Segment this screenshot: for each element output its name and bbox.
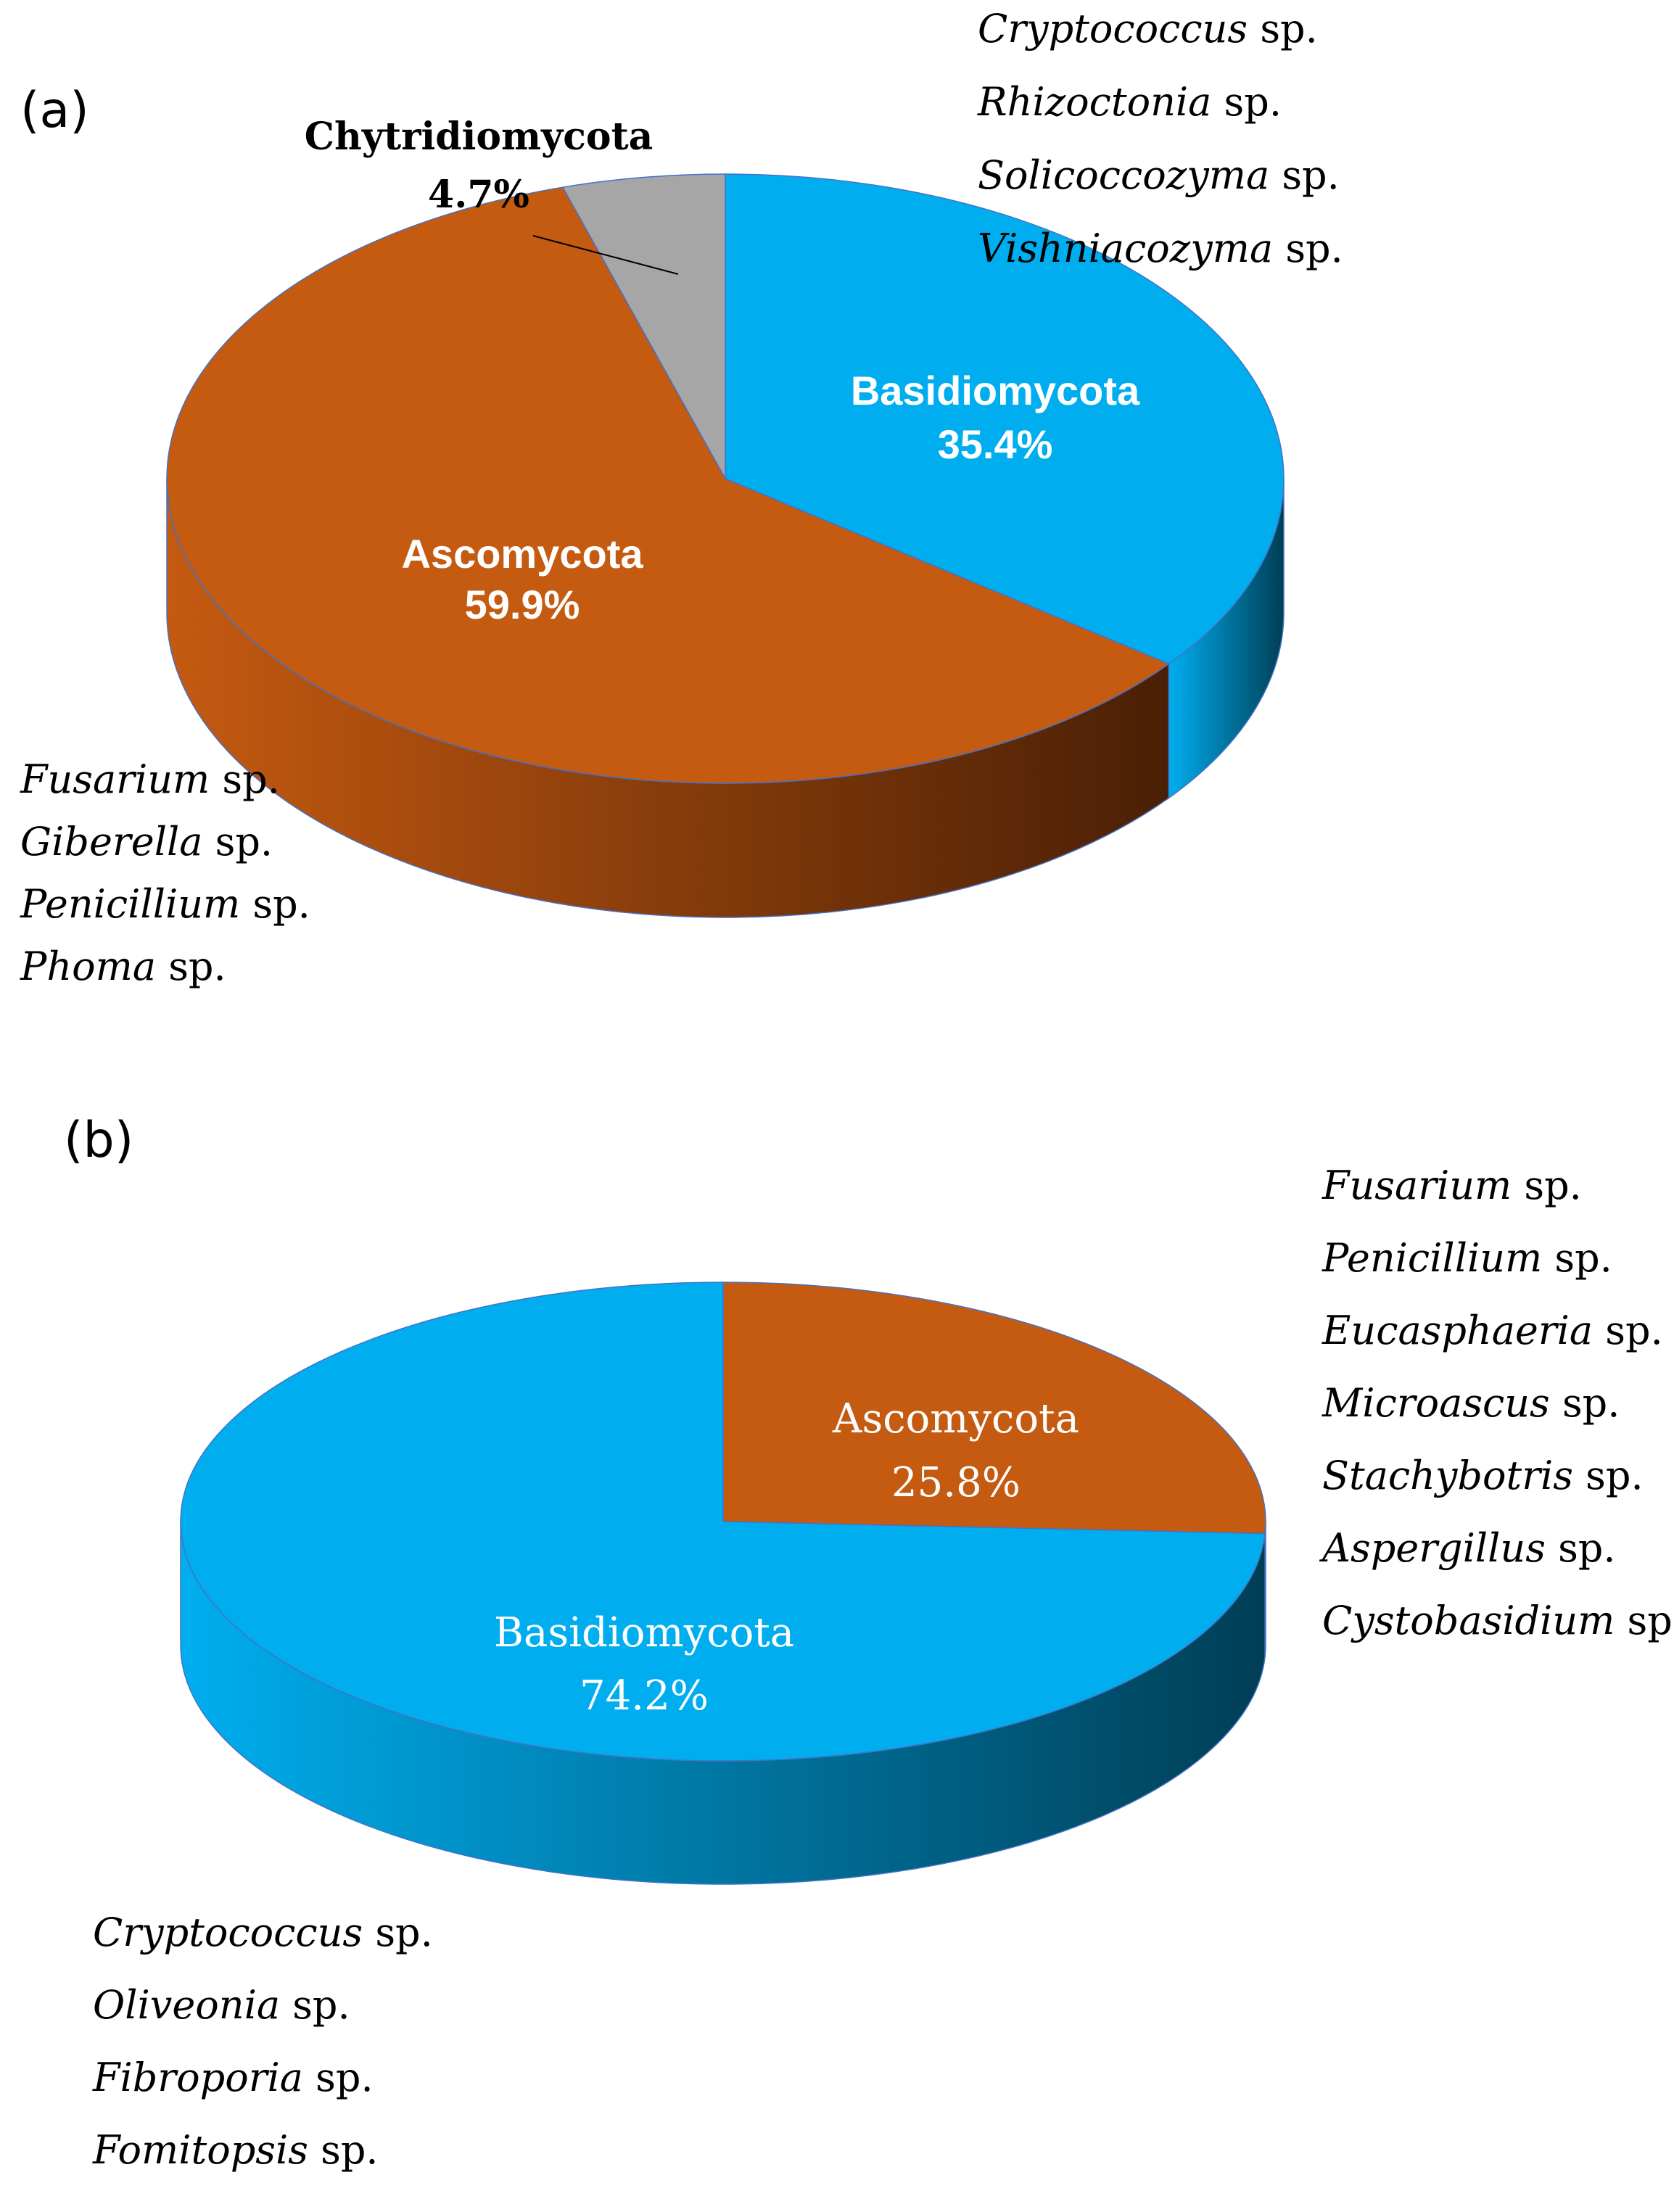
pie-slice-chytridiomycota [561,173,726,481]
species-suffix: sp. [1573,1453,1644,1498]
species-genus: Vishniacozyma [978,226,1273,271]
pie-chart-a: (a) Basidiomycota 35.4% Ascomycota 59.9% Chyt… [20,6,1343,989]
species-genus: Rhizoctonia [977,79,1211,125]
species-genus: Penicillium [1322,1235,1542,1281]
species-genus: Fusarium [1322,1163,1512,1208]
species-suffix: sp. [303,2055,374,2100]
slice-label-ascomycota: Ascomycota [401,531,643,577]
species-item: Penicillium sp. [20,881,310,927]
pie-top-slices [180,1282,1266,1762]
species-suffix: sp. [1248,6,1318,51]
species-genus: Phoma [20,944,156,989]
pie-top-slices [166,173,1285,784]
slice-percent-ascomycota: 25.8% [891,1459,1021,1506]
species-genus: Cystobasidium [1322,1598,1615,1643]
species-suffix: sp. [202,819,273,864]
species-list-basidiomycota: Cryptococcus sp.Oliveonia sp.Fibroporia … [92,1910,433,2173]
species-genus: Aspergillus [1319,1525,1546,1571]
pie-slice-basidiomycota [180,1282,1266,1762]
species-item: Cryptococcus sp. [978,6,1318,51]
slice-label-basidiomycota: Basidiomycota [851,368,1140,413]
species-item: Cryptococcus sp. [93,1910,433,1955]
species-item: Fusarium sp. [1322,1163,1582,1208]
species-suffix: sp. [1615,1598,1674,1643]
species-item: Aspergillus sp. [1319,1525,1616,1571]
species-suffix: sp. [1546,1525,1616,1571]
pie-slice-basidiomycota [725,173,1285,665]
slice-percent-basidiomycota: 74.2% [580,1672,709,1720]
species-suffix: sp. [1593,1308,1663,1353]
species-genus: Cryptococcus [978,6,1248,51]
species-genus: Stachybotris [1322,1453,1573,1498]
species-suffix: sp. [1512,1163,1582,1208]
species-suffix: sp. [1273,226,1343,271]
slice-percent-chytridiomycota: 4.7% [428,173,529,217]
species-item: Fomitopsis sp. [92,2127,379,2173]
species-genus: Oliveonia [93,1982,280,2028]
leader-line [532,235,679,275]
slice-label-ascomycota: Ascomycota [832,1395,1079,1443]
species-item: Oliveonia sp. [93,1982,350,2028]
panel-label: (b) [64,1112,133,1169]
species-genus: Fibroporia [92,2055,303,2100]
species-list-ascomycota: Fusarium sp.Giberella sp.Penicillium sp.… [20,756,310,989]
species-genus: Penicillium [20,881,240,927]
species-genus: Cryptococcus [93,1910,363,1955]
slice-label-basidiomycota: Basidiomycota [494,1609,794,1656]
species-genus: Giberella [20,819,202,864]
species-genus: Microascus [1322,1380,1550,1426]
species-suffix: sp. [156,944,226,989]
species-suffix: sp. [280,1982,350,2028]
slice-percent-basidiomycota: 35.4% [938,421,1053,467]
pie-chart-b: (b) Ascomycota 25.8% Basidiomycota 74.2% Fusa… [64,1112,1674,2173]
panel-label: (a) [20,82,89,139]
species-item: Vishniacozyma sp. [978,226,1343,271]
species-item: Cystobasidium sp. [1322,1598,1674,1643]
species-suffix: sp. [1550,1380,1620,1426]
species-suffix: sp. [240,881,310,927]
species-genus: Fusarium [20,756,210,802]
species-item: Stachybotris sp. [1322,1453,1644,1498]
species-item: Giberella sp. [20,819,273,864]
species-item: Rhizoctonia sp. [977,79,1282,125]
species-item: Microascus sp. [1322,1380,1620,1426]
species-suffix: sp. [363,1910,433,1955]
species-genus: Eucasphaeria [1322,1308,1593,1353]
species-suffix: sp. [210,756,280,802]
pie-slice-ascomycota [722,1282,1266,1535]
species-item: Penicillium sp. [1322,1235,1612,1281]
species-item: Fusarium sp. [20,756,280,802]
species-item: Solicoccozyma sp. [978,152,1340,198]
pie-slice-ascomycota [166,186,1170,784]
species-genus: Solicoccozyma [978,152,1269,198]
species-suffix: sp. [1542,1235,1612,1281]
species-list-ascomycota: Fusarium sp.Penicillium sp.Eucasphaeria … [1319,1163,1674,1643]
species-suffix: sp. [1211,79,1282,125]
species-list-basidiomycota: Cryptococcus sp.Rhizoctonia sp.Solicocco… [977,6,1343,271]
species-item: Phoma sp. [20,944,226,989]
slice-label-chytridiomycota: Chytridiomycota [305,115,653,159]
species-item: Fibroporia sp. [92,2055,374,2100]
species-genus: Fomitopsis [92,2127,308,2173]
slice-percent-ascomycota: 59.9% [465,582,580,627]
species-item: Eucasphaeria sp. [1322,1308,1663,1353]
species-suffix: sp. [1269,152,1340,198]
species-suffix: sp. [308,2127,379,2173]
